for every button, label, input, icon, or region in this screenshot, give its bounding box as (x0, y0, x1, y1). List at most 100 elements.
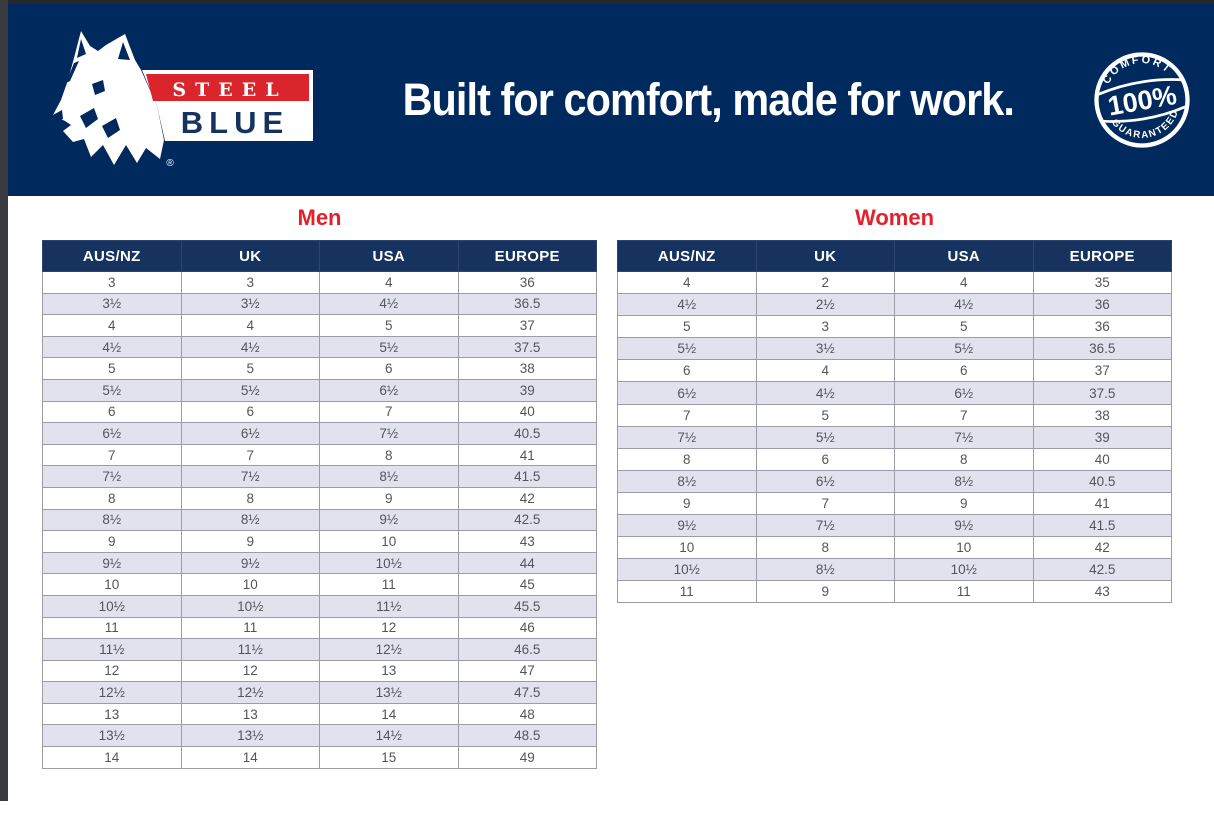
size-cell: 40.5 (1032, 469, 1172, 493)
size-cell: 6½ (180, 422, 320, 445)
size-cell: 37 (1032, 359, 1172, 383)
size-cell: 39 (457, 378, 597, 402)
table-row: 3 3 4 36 (42, 271, 597, 294)
table-row: 14 14 15 49 (42, 746, 597, 769)
table-row: 6½ 4½ 6½ 37.5 (617, 381, 1172, 405)
size-cell: 9½ (42, 551, 182, 575)
column-header: UK (180, 240, 320, 272)
size-cell: 13 (180, 702, 320, 726)
table-row: 6 6 7 40 (42, 400, 597, 424)
size-cell: 5½ (42, 378, 182, 402)
table-row: 10 8 10 42 (617, 536, 1172, 560)
size-cell: 14 (42, 746, 182, 769)
table-row: 5 5 6 38 (42, 357, 597, 380)
size-cell: 10½ (894, 558, 1034, 582)
size-cell: 12 (42, 659, 182, 683)
size-cell: 36 (457, 271, 597, 294)
size-cell: 4½ (755, 381, 895, 405)
table-row: 4½ 4½ 5½ 37.5 (42, 335, 597, 359)
men-size-table: AUS/NZ UK USA EUROPE 3 3 4 36 3½ 3½ 4½ 36.5 4 4 5 37 4½… (42, 240, 597, 769)
table-row: 9½ 9½ 10½ 44 (42, 551, 597, 575)
size-cell: 36.5 (457, 292, 597, 316)
size-cell: 6 (180, 400, 320, 424)
size-cell: 13½ (319, 681, 459, 704)
size-cell: 10½ (42, 594, 182, 618)
size-cell: 13 (42, 702, 182, 726)
size-cell: 9½ (180, 551, 320, 575)
size-cell: 11 (42, 616, 182, 640)
size-cell: 6 (894, 359, 1034, 383)
dingo-head-icon (53, 31, 164, 165)
size-cell: 9 (42, 530, 182, 553)
size-cell: 9½ (319, 508, 459, 532)
size-cell: 4 (755, 359, 895, 383)
table-row: 12½ 12½ 13½ 47.5 (42, 681, 597, 704)
size-cell: 10 (617, 536, 757, 560)
size-cell: 12 (180, 659, 320, 683)
column-header: USA (319, 240, 459, 272)
size-cell: 6½ (42, 422, 182, 445)
table-row: 8½ 8½ 9½ 42.5 (42, 508, 597, 532)
size-cell: 42 (457, 486, 597, 510)
size-cell: 11 (617, 580, 757, 604)
size-cell: 14 (319, 702, 459, 726)
size-cell: 9½ (894, 514, 1034, 538)
size-cell: 42 (1032, 536, 1172, 560)
size-cell: 8½ (894, 469, 1034, 493)
table-row: 5½ 5½ 6½ 39 (42, 378, 597, 402)
size-cell: 9 (319, 486, 459, 510)
table-row: 12 12 13 47 (42, 659, 597, 683)
size-cell: 13½ (42, 724, 182, 748)
size-cell: 3 (42, 271, 182, 294)
size-cell: 40.5 (457, 422, 597, 445)
size-cell: 11 (180, 616, 320, 640)
size-cell: 35 (1032, 270, 1172, 295)
table-row: 6½ 6½ 7½ 40.5 (42, 422, 597, 445)
size-cell: 8½ (319, 465, 459, 488)
women-size-table: AUS/NZ UK USA EUROPE 4 2 4 35 4½ 2½ 4½ 36 5 3 5 36 5½ 3½… (617, 240, 1172, 604)
size-cell: 47.5 (457, 681, 597, 704)
size-cell: 40 (457, 400, 597, 424)
size-cell: 47 (457, 659, 597, 683)
size-cell: 7 (180, 443, 320, 467)
comfort-guarantee-stamp-icon: COMFORT 100% GUARANTEED (1094, 48, 1190, 148)
size-cell: 40 (1032, 447, 1172, 471)
size-cell: 12½ (42, 681, 182, 704)
size-cell: 41.5 (457, 465, 597, 488)
size-cell: 5½ (755, 425, 895, 449)
size-cell: 13½ (180, 724, 320, 748)
size-cell: 2½ (755, 293, 895, 317)
size-cell: 6½ (617, 381, 757, 405)
size-cell: 15 (319, 746, 459, 769)
size-cell: 4 (617, 270, 757, 295)
size-cell: 10½ (180, 594, 320, 618)
size-cell: 7 (319, 400, 459, 424)
size-cell: 41.5 (1032, 514, 1172, 538)
size-cell: 9 (755, 580, 895, 604)
size-cell: 49 (457, 746, 597, 769)
table-row: 10½ 10½ 11½ 45.5 (42, 594, 597, 618)
size-cell: 7½ (894, 425, 1034, 449)
table-row: 11 9 11 43 (617, 580, 1172, 604)
table-row: 8 6 8 40 (617, 447, 1172, 471)
table-row: 6 4 6 37 (617, 359, 1172, 383)
tagline: Built for comfort, made for work. (402, 74, 1014, 125)
size-cell: 44 (457, 551, 597, 575)
size-cell: 4 (319, 271, 459, 294)
size-cell: 48 (457, 702, 597, 726)
table-row: 8½ 6½ 8½ 40.5 (617, 469, 1172, 493)
size-cell: 14 (180, 746, 320, 769)
table-row: 11 11 12 46 (42, 616, 597, 640)
steel-blue-logo: STEEL BLUE ® (53, 31, 313, 169)
column-header: AUS/NZ (42, 240, 182, 272)
column-header: EUROPE (457, 240, 597, 272)
table-row: 5 3 5 36 (617, 315, 1172, 339)
size-cell: 7 (42, 443, 182, 467)
size-cell: 41 (1032, 491, 1172, 516)
size-cell: 4½ (617, 293, 757, 317)
left-edge-strip (0, 0, 8, 801)
size-cell: 4½ (42, 335, 182, 359)
size-cell: 36.5 (1032, 337, 1172, 361)
size-cell: 6 (617, 359, 757, 383)
size-cell: 6½ (319, 378, 459, 402)
